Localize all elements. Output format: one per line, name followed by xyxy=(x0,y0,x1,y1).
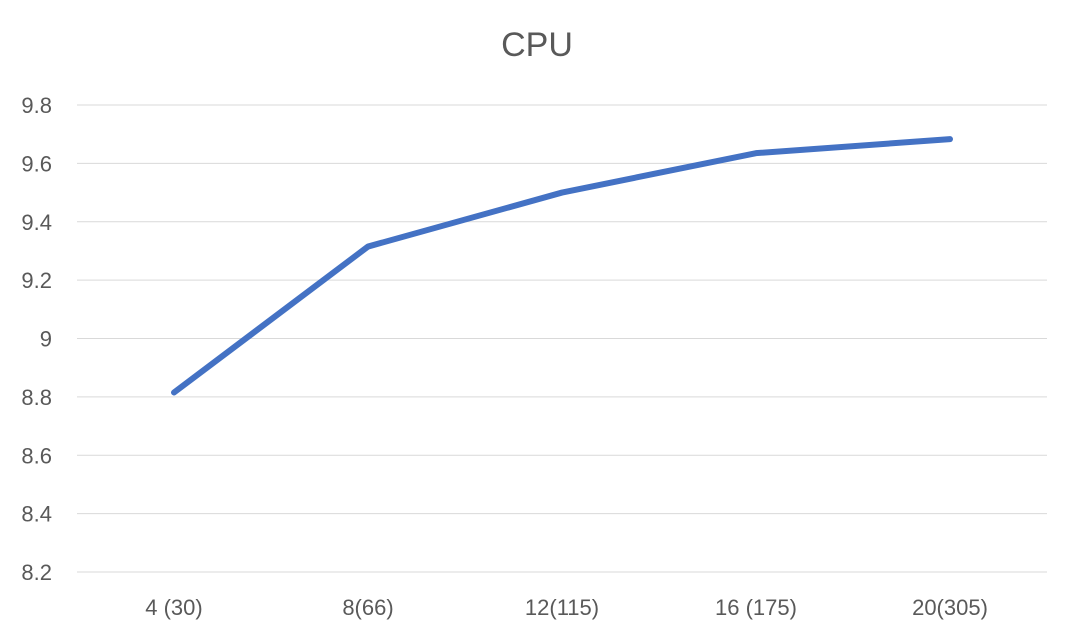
series-line xyxy=(171,136,953,396)
x-axis-tick-labels: 4 (30) 8(66) 12(115) 16 (175) 20(305) xyxy=(145,595,988,620)
chart-title: CPU xyxy=(501,26,573,64)
x-tick-label: 4 (30) xyxy=(145,595,202,620)
y-tick-label: 9.8 xyxy=(21,93,52,118)
series-layer xyxy=(171,136,953,396)
x-tick-label: 16 (175) xyxy=(715,595,797,620)
gridlines xyxy=(77,104,1047,573)
y-tick-label: 9.2 xyxy=(21,268,52,293)
y-tick-label: 8.2 xyxy=(21,560,52,585)
x-tick-label: 20(305) xyxy=(912,595,988,620)
y-tick-label: 8.6 xyxy=(21,443,52,468)
y-tick-label: 9.4 xyxy=(21,210,52,235)
x-tick-label: 8(66) xyxy=(342,595,393,620)
y-tick-label: 8.4 xyxy=(21,502,52,527)
y-tick-label: 9 xyxy=(40,327,52,352)
y-tick-label: 9.6 xyxy=(21,151,52,176)
y-axis-tick-labels: 8.2 8.4 8.6 8.8 9 9.2 9.4 9.6 9.8 xyxy=(21,93,52,585)
y-tick-label: 8.8 xyxy=(21,385,52,410)
x-tick-label: 12(115) xyxy=(525,595,599,620)
